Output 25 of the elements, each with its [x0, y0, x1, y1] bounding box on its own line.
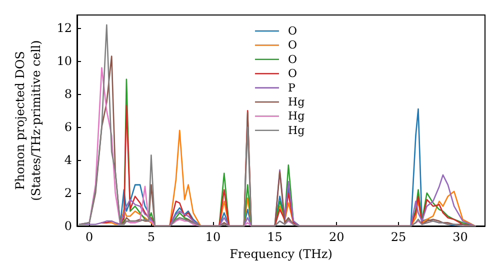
y-tick-label: 12 — [56, 21, 72, 36]
line-series — [78, 24, 476, 227]
x-tick-label: 15 — [267, 230, 282, 244]
legend-label: Hg — [288, 96, 305, 108]
legend-label: O — [288, 38, 298, 52]
y-tick-label: 2 — [64, 186, 72, 200]
y-tick-label: 10 — [56, 54, 72, 68]
x-tick-label: 30 — [452, 230, 468, 244]
y-tick-label: 0 — [64, 219, 72, 233]
y-axis-title: Phonon projected DOS (States/THz·primitive cell) — [13, 40, 43, 201]
y-tick-label: 6 — [64, 120, 72, 134]
legend-label: Hg — [288, 124, 305, 137]
x-tick-label: 5 — [147, 230, 155, 244]
x-tick-label: 0 — [86, 230, 94, 244]
legend-label: O — [288, 24, 298, 38]
x-axis-title: Frequency (THz) — [230, 247, 332, 261]
legend-label: P — [288, 81, 296, 94]
legend-label: O — [288, 67, 298, 80]
legend-label: Hg — [288, 110, 305, 123]
legend-label: O — [288, 52, 298, 66]
x-tick-label: 25 — [390, 230, 406, 244]
y-tick-label: 4 — [64, 153, 72, 168]
y-tick-label: 8 — [64, 87, 72, 102]
x-tick-label: 20 — [328, 230, 344, 244]
x-tick-label: 10 — [205, 230, 221, 244]
